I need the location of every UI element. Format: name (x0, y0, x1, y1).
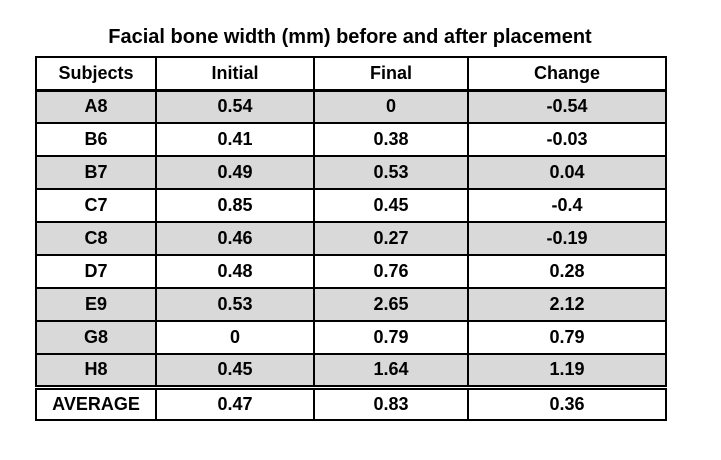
table-row: D7 0.48 0.76 0.28 (35, 254, 667, 289)
final-cell: 0.45 (313, 188, 469, 223)
final-cell: 2.65 (313, 287, 469, 322)
change-cell: 0.28 (467, 254, 667, 289)
column-header-initial: Initial (155, 56, 315, 92)
initial-cell: 0.41 (155, 122, 315, 157)
initial-cell: 0.46 (155, 221, 315, 256)
table-header: Subjects Initial Final Change (35, 56, 667, 92)
initial-cell: 0 (155, 320, 315, 355)
table-row: B7 0.49 0.53 0.04 (35, 155, 667, 190)
change-cell: -0.19 (467, 221, 667, 256)
initial-cell: 0.48 (155, 254, 315, 289)
facial-bone-width-table: Subjects Initial Final Change A8 0.54 0 -0.… (35, 56, 667, 421)
column-header-subjects: Subjects (35, 56, 157, 92)
initial-cell: 0.47 (155, 384, 315, 421)
final-cell: 0.53 (313, 155, 469, 190)
final-cell: 0 (313, 89, 469, 124)
final-cell: 0.76 (313, 254, 469, 289)
table-row: C7 0.85 0.45 -0.4 (35, 188, 667, 223)
initial-cell: 0.85 (155, 188, 315, 223)
header-row: Subjects Initial Final Change (35, 56, 667, 92)
subject-cell: C8 (35, 221, 157, 256)
change-cell: 0.36 (467, 384, 667, 421)
subject-cell: AVERAGE (35, 384, 157, 421)
subject-cell: H8 (35, 353, 157, 388)
change-cell: 0.79 (467, 320, 667, 355)
final-cell: 0.83 (313, 384, 469, 421)
change-cell: -0.54 (467, 89, 667, 124)
subject-cell: A8 (35, 89, 157, 124)
final-cell: 1.64 (313, 353, 469, 388)
subject-cell: B6 (35, 122, 157, 157)
change-cell: 0.04 (467, 155, 667, 190)
table-row: H8 0.45 1.64 1.19 (35, 353, 667, 388)
average-row: AVERAGE 0.47 0.83 0.36 (35, 384, 667, 421)
column-header-final: Final (313, 56, 469, 92)
table-row: B6 0.41 0.38 -0.03 (35, 122, 667, 157)
initial-cell: 0.49 (155, 155, 315, 190)
table-title: Facial bone width (mm) before and after … (108, 26, 592, 48)
final-cell: 0.38 (313, 122, 469, 157)
table-row: E9 0.53 2.65 2.12 (35, 287, 667, 322)
subject-cell: D7 (35, 254, 157, 289)
subject-cell: B7 (35, 155, 157, 190)
table-row: G8 0 0.79 0.79 (35, 320, 667, 355)
initial-cell: 0.53 (155, 287, 315, 322)
column-header-change: Change (467, 56, 667, 92)
final-cell: 0.27 (313, 221, 469, 256)
table-row: C8 0.46 0.27 -0.19 (35, 221, 667, 256)
subject-cell: G8 (35, 320, 157, 355)
subject-cell: C7 (35, 188, 157, 223)
change-cell: -0.4 (467, 188, 667, 223)
change-cell: 1.19 (467, 353, 667, 388)
initial-cell: 0.45 (155, 353, 315, 388)
change-cell: 2.12 (467, 287, 667, 322)
table-body: A8 0.54 0 -0.54 B6 0.41 0.38 -0.03 B7 0.49 0.53 0.0… (35, 89, 667, 421)
subject-cell: E9 (35, 287, 157, 322)
final-cell: 0.79 (313, 320, 469, 355)
change-cell: -0.03 (467, 122, 667, 157)
table-row: A8 0.54 0 -0.54 (35, 89, 667, 124)
initial-cell: 0.54 (155, 89, 315, 124)
